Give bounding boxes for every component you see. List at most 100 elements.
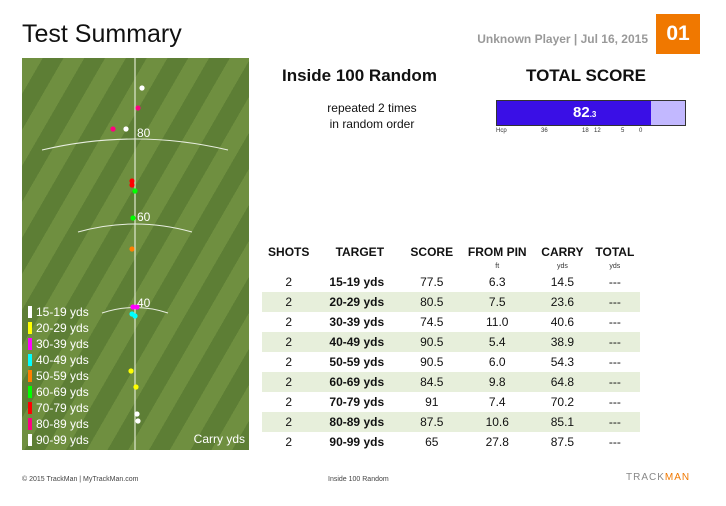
cell-target: 50-59 yds [329, 355, 385, 369]
col-header-shots: SHOTS [268, 245, 310, 259]
cell-total: --- [589, 412, 640, 432]
shot-dot [132, 313, 138, 319]
cell-score: 87.5 [404, 412, 460, 432]
shot-dot [132, 188, 138, 194]
legend-item: 20-29 yds [28, 320, 89, 336]
drill-name: Inside 100 Random [282, 66, 437, 85]
legend-swatch [28, 434, 32, 446]
legend-item: 80-89 yds [28, 416, 89, 432]
legend-item: 60-69 yds [28, 384, 89, 400]
results-table: SHOTS TARGET SCORE FROM PIN CARRY TOTAL … [262, 244, 640, 452]
legend-swatch [28, 402, 32, 414]
cell-shots: 2 [262, 292, 316, 312]
cell-target: 40-49 yds [315, 332, 405, 352]
cell-target: 70-79 yds [329, 395, 385, 409]
cell-score: 77.5 [420, 275, 444, 289]
table-row: 2 20-29 yds 80.5 7.5 23.6 --- [262, 292, 640, 312]
cell-target: 80-89 yds [315, 412, 405, 432]
handicap-scale: Hcp 36 18 12 5 0 [496, 127, 686, 139]
legend-swatch [28, 338, 32, 350]
footer-copyright: © 2015 TrackMan | MyTrackMan.com [22, 476, 139, 483]
legend-swatch [28, 306, 32, 318]
cell-shots: 2 [285, 435, 293, 449]
unit-score [404, 260, 459, 272]
cell-from-pin: 7.4 [488, 395, 506, 409]
hcp-tick: 5 [621, 128, 625, 134]
cell-from-pin: 5.4 [459, 332, 536, 352]
arc-60 [77, 223, 193, 233]
cell-total: --- [608, 355, 621, 369]
cell-shots: 2 [262, 332, 316, 352]
cell-target: 20-29 yds [315, 292, 405, 312]
drill-description: repeated 2 times in random order [327, 101, 417, 131]
table-row: 2 30-39 yds 74.5 11.0 40.6 --- [262, 312, 640, 332]
shot-dot [133, 384, 139, 390]
legend-swatch [28, 386, 32, 398]
shot-dot [134, 304, 140, 310]
page-number-badge: 01 [656, 14, 700, 54]
distance-label-80: 80 [137, 126, 151, 140]
legend-swatch [28, 370, 32, 382]
range-shot-map: 80 60 40 15-19 yds 20-29 yds 30-39 yds 4… [22, 58, 249, 450]
hcp-tick: 18 [582, 128, 589, 134]
legend-item: 15-19 yds [28, 304, 89, 320]
cell-shots: 2 [262, 412, 316, 432]
cell-total: --- [589, 372, 640, 392]
table-row: 2 80-89 yds 87.5 10.6 85.1 --- [262, 412, 640, 432]
cell-score: 65 [425, 435, 439, 449]
shot-dot [135, 418, 141, 424]
cell-carry: 40.6 [550, 315, 575, 329]
shot-dot [123, 126, 129, 132]
cell-total: --- [589, 332, 640, 352]
cell-from-pin: 9.8 [459, 372, 536, 392]
cell-score: 91 [425, 395, 439, 409]
cell-target: 60-69 yds [315, 372, 405, 392]
cell-total: --- [608, 435, 621, 449]
unit-target [315, 260, 404, 272]
trackman-logo: TRACKMAN [626, 472, 691, 483]
cell-score: 80.5 [404, 292, 460, 312]
legend-item: 50-59 yds [28, 368, 89, 384]
table-row: 2 70-79 yds 91 7.4 70.2 --- [262, 392, 640, 412]
cell-target: 90-99 yds [329, 435, 385, 449]
cell-from-pin: 6.0 [488, 355, 506, 369]
cell-total: --- [589, 292, 640, 312]
range-overlay [41, 58, 229, 450]
cell-score: 74.5 [420, 315, 444, 329]
cell-carry: 87.5 [550, 435, 575, 449]
cell-shots: 2 [285, 275, 293, 289]
cell-carry: 38.9 [535, 332, 590, 352]
legend-swatch [28, 322, 32, 334]
col-header-carry: CARRY [541, 245, 584, 259]
cell-target: 30-39 yds [329, 315, 385, 329]
cell-carry: 70.2 [550, 395, 575, 409]
shot-dot [130, 215, 136, 221]
shot-dot [135, 105, 141, 111]
shot-dot [139, 85, 145, 91]
carry-axis-label: Carry yds [193, 432, 245, 446]
cell-from-pin: 10.6 [459, 412, 536, 432]
arc-80 [41, 138, 229, 151]
legend-item: 40-49 yds [28, 352, 89, 368]
table-row: 2 90-99 yds 65 27.8 87.5 --- [262, 432, 640, 452]
legend-swatch [28, 354, 32, 366]
cell-carry: 23.6 [535, 292, 590, 312]
cell-score: 90.5 [404, 332, 460, 352]
shot-dot [129, 182, 135, 188]
cell-total: --- [608, 275, 621, 289]
unit-from-pin: ft [495, 262, 500, 270]
total-score-fill [497, 101, 652, 125]
table-row: 2 50-59 yds 90.5 6.0 54.3 --- [262, 352, 640, 372]
distance-label-40: 40 [137, 296, 151, 310]
unit-carry: yds [556, 262, 568, 270]
cell-carry: 64.8 [535, 372, 590, 392]
hcp-tick: 0 [639, 128, 643, 134]
shot-dot [129, 246, 135, 252]
cell-total: --- [608, 315, 621, 329]
shot-dot [128, 368, 134, 374]
shot-dot [110, 126, 116, 132]
footer-drill-name: Inside 100 Random [328, 476, 389, 483]
cell-total: --- [608, 395, 621, 409]
hcp-tick: 12 [594, 128, 601, 134]
unit-total: yds [609, 262, 621, 270]
